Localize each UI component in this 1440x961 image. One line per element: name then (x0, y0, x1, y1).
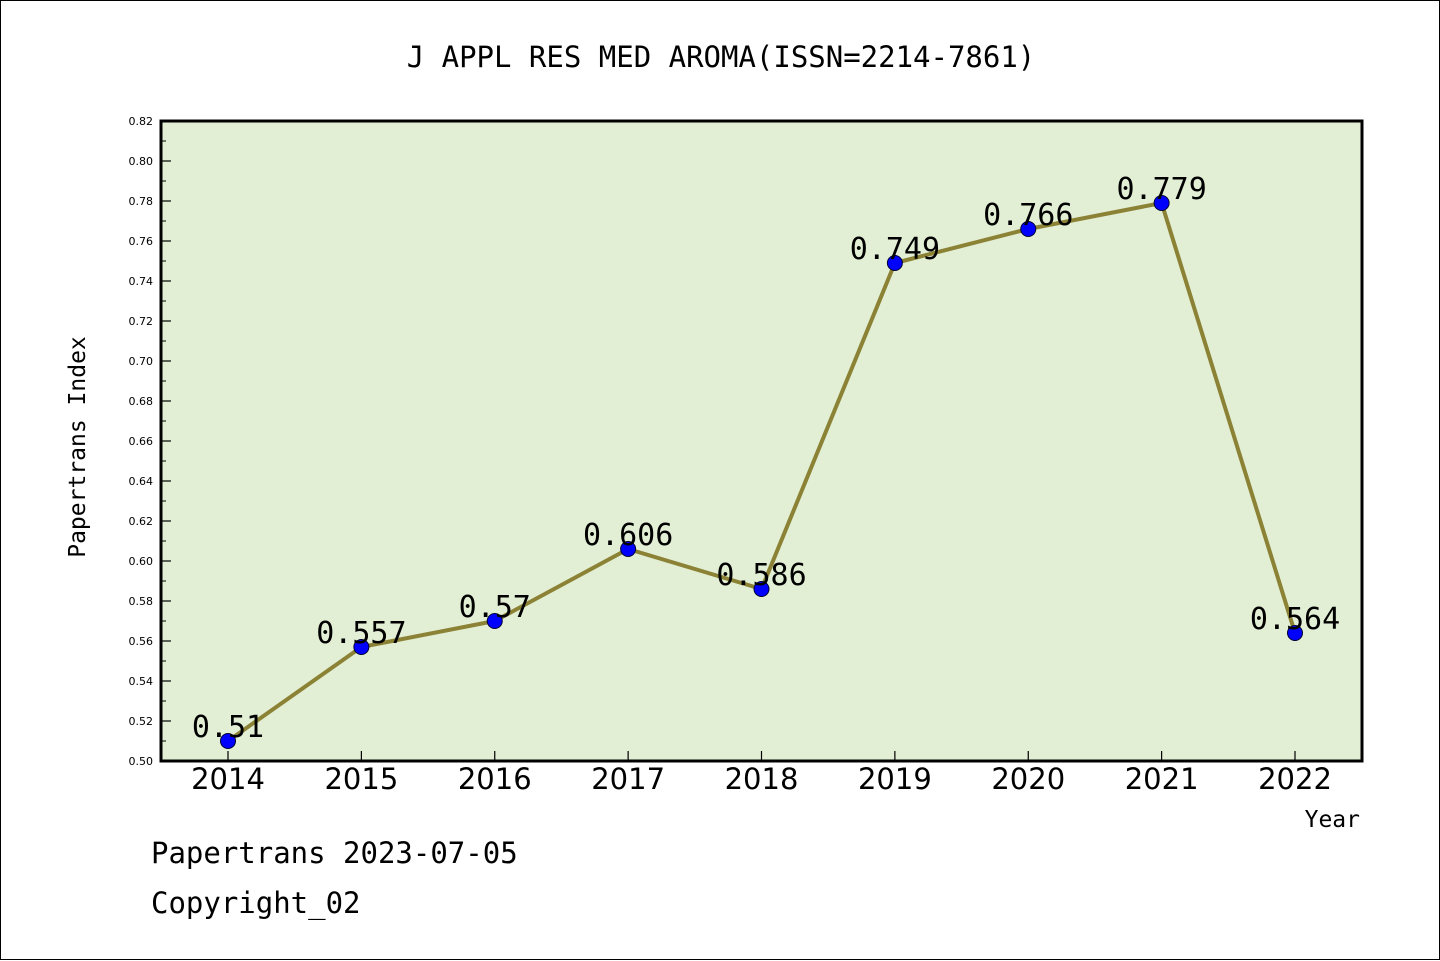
footer-copyright: Copyright_02 (151, 886, 361, 920)
y-tick-label: 0.66 (129, 435, 154, 448)
data-label: 0.557 (316, 616, 406, 651)
data-point (1020, 221, 1037, 237)
data-label: 0.57 (459, 590, 531, 625)
y-axis: 0.50 0.52 0.54 0.56 0.58 0.60 0.62 0.64 0.66 0.68… (129, 115, 171, 768)
x-tick-label: 2022 (1258, 762, 1332, 796)
x-tick-label: 2018 (725, 762, 799, 796)
y-tick-label: 0.58 (129, 595, 154, 608)
data-point (353, 639, 370, 655)
x-tick-label: 2016 (458, 762, 532, 796)
data-label: 0.749 (850, 232, 940, 267)
x-tick-label: 2017 (591, 762, 665, 796)
y-tick-label: 0.80 (129, 155, 154, 168)
y-tick-label: 0.64 (129, 475, 154, 488)
y-tick-label: 0.54 (129, 675, 154, 688)
y-tick-label: 0.78 (129, 195, 154, 208)
data-point (1287, 625, 1303, 641)
y-tick-label: 0.56 (129, 635, 154, 648)
y-tick-label: 0.70 (129, 355, 154, 368)
y-axis-label: Papertrans Index (65, 336, 91, 558)
data-point (220, 733, 236, 749)
data-label: 0.564 (1250, 602, 1340, 637)
x-tick-label: 2021 (1125, 762, 1199, 796)
y-tick-label: 0.62 (129, 515, 154, 528)
y-tick-label: 0.68 (129, 395, 154, 408)
y-tick-label: 0.72 (129, 315, 154, 328)
y-tick-label: 0.50 (129, 755, 154, 768)
data-labels: 0.51 0.557 0.57 0.606 0.586 0.749 0.766 0.779 0.… (192, 172, 1340, 745)
x-tick-label: 2014 (191, 762, 265, 796)
data-label: 0.51 (192, 710, 264, 745)
x-axis-label: Year (1305, 807, 1360, 833)
footer-date: Papertrans 2023-07-05 (151, 836, 518, 870)
y-tick-label: 0.74 (129, 275, 154, 288)
x-tick-label: 2015 (324, 762, 398, 796)
data-point (620, 541, 637, 557)
data-point (486, 613, 503, 629)
data-markers (220, 195, 1303, 749)
data-label: 0.586 (716, 558, 806, 593)
plot-area (159, 119, 1364, 763)
data-point (886, 255, 903, 271)
y-tick-label: 0.52 (129, 715, 154, 728)
data-label: 0.766 (983, 198, 1073, 233)
data-point (753, 581, 770, 597)
chart-title: J APPL RES MED AROMA(ISSN=2214-7861) (407, 40, 1036, 74)
y-tick-label: 0.76 (129, 235, 154, 248)
x-axis: 2014 2015 2016 2017 2018 2019 2020 2021 2022 (191, 751, 1332, 796)
x-tick-label: 2019 (858, 762, 932, 796)
x-tick-label: 2020 (991, 762, 1065, 796)
y-tick-label: 0.82 (129, 115, 154, 128)
data-point (1153, 195, 1170, 211)
y-tick-label: 0.60 (129, 555, 154, 568)
data-label: 0.779 (1116, 172, 1206, 207)
data-label: 0.606 (583, 518, 673, 553)
